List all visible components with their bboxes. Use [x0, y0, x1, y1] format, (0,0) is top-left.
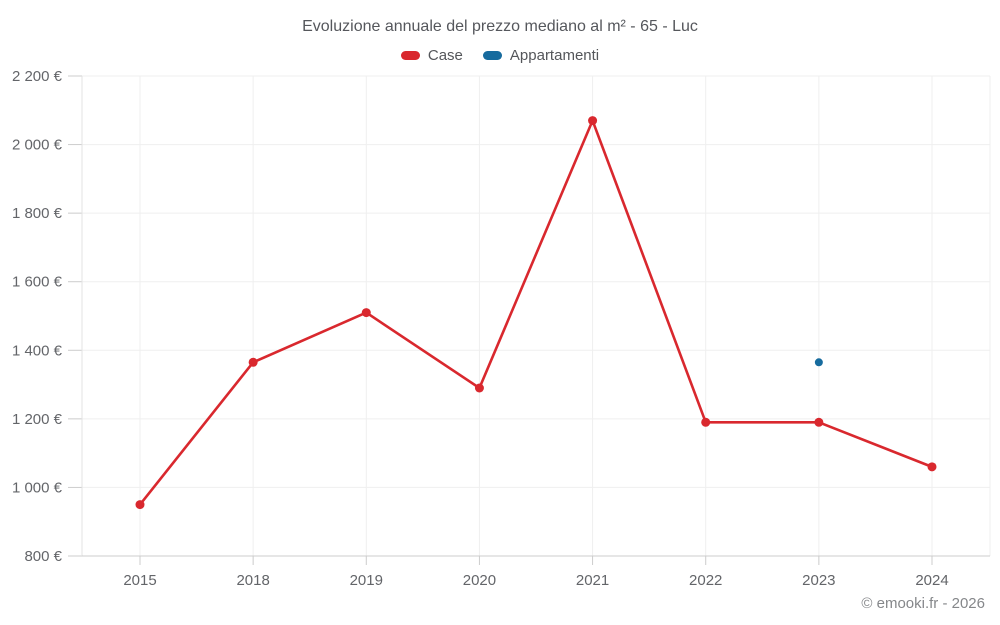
legend-label-appartamenti: Appartamenti — [509, 47, 600, 64]
y-tick-label: 1 400 € — [12, 342, 63, 359]
case-point-2020[interactable] — [474, 383, 484, 393]
x-tick-label: 2022 — [689, 572, 722, 589]
legend-item-case[interactable]: Case — [400, 47, 463, 64]
y-tick-label: 800 € — [24, 548, 62, 565]
legend-label-case: Case — [427, 47, 463, 64]
case-point-2023[interactable] — [814, 417, 824, 427]
case-point-2015[interactable] — [135, 500, 145, 510]
y-tick-label: 1 600 € — [12, 274, 63, 291]
legend-swatch-appartamenti — [482, 51, 502, 60]
x-tick-label: 2021 — [576, 572, 609, 589]
case-line — [138, 119, 934, 506]
y-tick-label: 1 000 € — [12, 479, 63, 496]
y-tick-label: 1 800 € — [12, 205, 63, 222]
legend-item-appartamenti[interactable]: Appartamenti — [482, 47, 600, 64]
x-tick-label: 2019 — [350, 572, 383, 589]
copyright-label: © emooki.fr - 2026 — [861, 595, 985, 612]
case-point-2021[interactable] — [588, 116, 598, 126]
y-tick-label: 1 200 € — [12, 411, 63, 428]
chart-title: Evoluzione annuale del prezzo mediano al… — [302, 18, 698, 35]
x-tick-label: 2015 — [123, 572, 156, 589]
x-tick-label: 2023 — [802, 572, 835, 589]
case-point-2019[interactable] — [361, 308, 371, 318]
x-tick-label: 2020 — [463, 572, 496, 589]
legend: Case Appartamenti — [0, 47, 1000, 64]
x-tick-label: 2024 — [915, 572, 948, 589]
y-tick-label: 2 000 € — [12, 137, 63, 154]
legend-swatch-case — [400, 51, 420, 60]
appartamenti-point-2023[interactable] — [814, 358, 823, 367]
case-point-2018[interactable] — [248, 357, 258, 367]
x-tick-label: 2018 — [236, 572, 269, 589]
case-point-2022[interactable] — [701, 417, 711, 427]
y-tick-label: 2 200 € — [12, 68, 63, 85]
case-point-2024[interactable] — [927, 462, 937, 472]
